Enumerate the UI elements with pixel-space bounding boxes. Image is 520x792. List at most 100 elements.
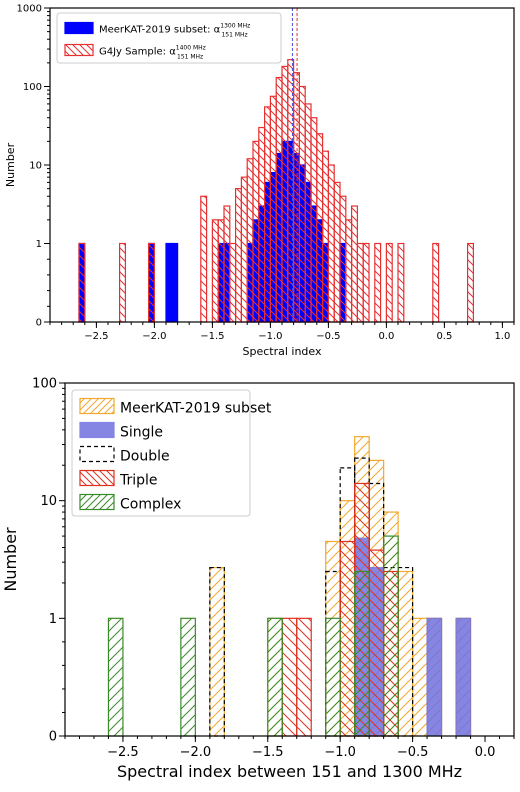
bar	[246, 158, 254, 323]
legend-label-meerkat-2019-subset: MeerKAT-2019 subset	[120, 401, 272, 417]
bar	[258, 126, 266, 323]
bar	[327, 164, 335, 323]
bar	[107, 617, 124, 737]
y-tick-label: 1	[36, 239, 42, 250]
bar	[455, 617, 472, 737]
bar	[269, 95, 277, 323]
bar	[362, 242, 370, 323]
bar	[180, 617, 196, 737]
legend-label-complex: Complex	[120, 497, 181, 513]
x-tick-label: −0.5	[316, 331, 340, 342]
bar	[304, 103, 312, 323]
y-axis-label: Number	[1, 527, 20, 592]
plot-frame	[64, 382, 515, 737]
bar	[426, 617, 443, 737]
bar	[368, 549, 385, 737]
legend-swatch-triple	[79, 469, 115, 487]
y-tick-label: 0	[49, 730, 57, 745]
bar	[78, 242, 86, 323]
y-tick-label: 1000	[17, 4, 42, 15]
legend-box	[71, 389, 251, 517]
bar	[374, 242, 382, 323]
y-tick-label: 100	[23, 82, 42, 93]
legend-swatch-meerkat-2019-subset	[79, 397, 115, 415]
legend-label-triple: Triple	[119, 473, 158, 489]
bar	[229, 242, 237, 323]
legend-label-meerkat-2019-subset: MeerKAT-2019 subset: α1300 MHz 151 MHz	[99, 23, 250, 39]
y-tick-label: 1	[49, 612, 57, 627]
bar	[281, 65, 289, 323]
bar	[397, 242, 405, 323]
bar	[296, 617, 312, 737]
bar	[275, 76, 283, 323]
bar	[264, 106, 272, 323]
y-tick-label: 10	[29, 161, 42, 172]
bar	[217, 219, 225, 323]
x-tick-label: −1.0	[324, 745, 356, 760]
bottom-histogram-panel: −2.5 −2.0 −1.5 −1.0 −0.5 0.0 0 1 10 100 Spectral i…	[1, 377, 515, 781]
legend: MeerKAT-2019 subset: α1300 MHz 151 MHz G4J…	[56, 12, 282, 64]
bar	[322, 150, 330, 323]
bar	[354, 570, 370, 737]
x-tick-label: 0.0	[378, 331, 394, 342]
legend-label-double: Double	[120, 449, 170, 465]
top-histogram-panel: −2.5 −2.0 −1.5 −1.0 −0.5 0.0 0.5 1.0 0 1 10 100 1000…	[4, 4, 515, 358]
x-tick-label: −0.5	[397, 745, 429, 760]
x-tick-label: −1.0	[258, 331, 282, 342]
legend: MeerKAT-2019 subset Single Double Triple Com…	[71, 389, 272, 517]
legend-label-g4jy-sample: G4Jy Sample: α1400 MHz 151 MHz	[99, 45, 206, 61]
bar	[235, 188, 243, 323]
legend-box	[56, 12, 282, 64]
bar	[171, 242, 179, 323]
bar	[351, 205, 359, 323]
x-tick-label: −2.0	[180, 745, 212, 760]
series-g4jy-sample	[78, 59, 475, 323]
bar	[200, 195, 208, 323]
legend-label-single: Single	[120, 425, 163, 441]
bar	[325, 617, 341, 737]
bar	[339, 195, 347, 323]
x-axis-label: Spectral index	[242, 345, 321, 358]
x-tick-label: −2.0	[142, 331, 166, 342]
bar	[267, 617, 283, 737]
legend-swatch-complex	[79, 493, 115, 511]
bar	[316, 133, 324, 323]
legend-swatch-single	[79, 421, 115, 439]
bar	[385, 242, 393, 323]
legend-swatch-double	[79, 445, 115, 463]
bar	[223, 205, 231, 323]
y-axis-label: Number	[4, 142, 17, 187]
legend-swatch-g4jy-sample	[64, 43, 94, 57]
bar	[383, 535, 399, 737]
bar	[412, 617, 428, 737]
bar	[209, 566, 225, 737]
bar	[467, 242, 475, 323]
x-tick-label: −2.5	[107, 745, 139, 760]
bar	[310, 117, 318, 323]
legend-swatch-meerkat-2019-subset	[64, 21, 94, 35]
bar	[397, 570, 414, 737]
x-tick-label: 0.5	[436, 331, 452, 342]
bar	[281, 617, 298, 737]
bar	[148, 242, 156, 323]
y-tick-label: 0	[36, 318, 42, 329]
bar	[345, 219, 353, 323]
bar	[339, 540, 356, 737]
bar	[165, 242, 173, 323]
bar	[252, 140, 260, 323]
bar	[354, 457, 370, 737]
bar	[432, 242, 440, 323]
bar	[293, 72, 301, 323]
x-tick-label: −1.5	[200, 331, 224, 342]
x-tick-label: −1.5	[252, 745, 284, 760]
bar	[356, 242, 364, 323]
bar	[211, 219, 219, 323]
x-tick-label: 1.0	[494, 331, 510, 342]
y-tick-label: 100	[32, 377, 57, 392]
bar	[118, 242, 126, 323]
bar	[333, 181, 341, 323]
x-tick-label: 0.0	[475, 745, 496, 760]
x-axis-label: Spectral index between 151 and 1300 MHz	[117, 762, 462, 781]
bar	[298, 85, 306, 323]
